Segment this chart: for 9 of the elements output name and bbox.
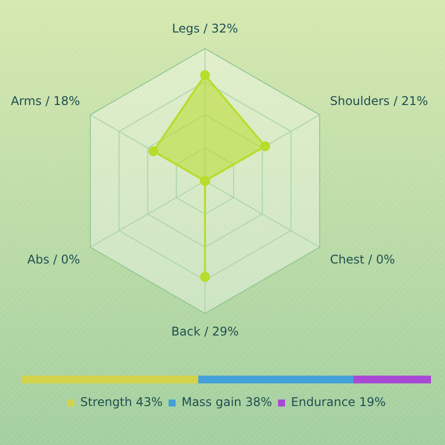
spoke-label: Chest / 0%: [330, 252, 396, 266]
spoke-label: Legs / 32%: [172, 22, 238, 36]
legend-label: Endurance 19%: [291, 395, 386, 410]
legend-label: Mass gain 38%: [182, 395, 272, 410]
spoke-label: Shoulders / 21%: [330, 94, 428, 108]
spoke-label: Abs / 0%: [27, 252, 80, 266]
legend-label: Strength 43%: [80, 395, 163, 410]
spoke-label: Arms / 18%: [10, 94, 80, 108]
spoke-label: Back / 29%: [171, 324, 239, 339]
